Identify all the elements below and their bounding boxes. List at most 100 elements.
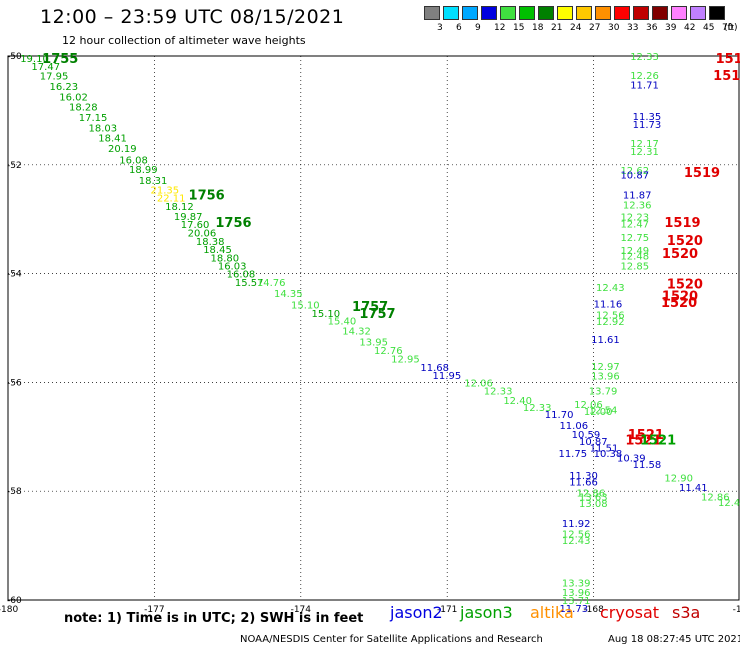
wave-height-label: 12.56: [562, 530, 591, 541]
track-time-label: 1520: [662, 247, 698, 262]
wave-height-label: 13.08: [579, 499, 608, 510]
lon-tick-label: -168: [583, 605, 604, 615]
colorbar-swatch-21: [538, 6, 554, 20]
wave-height-label: 17.15: [79, 113, 108, 124]
wave-height-label: 11.70: [545, 410, 574, 421]
track-time-label: 1521: [625, 434, 661, 449]
footer-timestamp: Aug 18 08:27:45 UTC 2021: [608, 634, 740, 645]
wave-height-label: 11.92: [562, 519, 591, 530]
wave-height-label: 12.48: [620, 252, 649, 263]
track-time-label: 1519: [684, 166, 720, 181]
wave-height-label: 18.03: [89, 123, 118, 134]
colorbar-label-9: 9: [475, 23, 481, 33]
colorbar-label-18: 18: [532, 23, 544, 33]
lon-tick-label: -171: [437, 605, 457, 615]
wave-height-label: 12.06: [464, 378, 493, 389]
wave-height-label: 12.90: [664, 474, 693, 485]
track-time-label: 1755: [42, 52, 78, 67]
wave-height-label: 10.59: [572, 430, 601, 441]
wave-height-label: 11.51: [590, 444, 619, 455]
wave-height-label: 11.68: [420, 363, 449, 374]
colorbar-swatch-18: [519, 6, 535, 20]
legend-altika: altika: [530, 603, 574, 622]
lon-tick-label: -180: [0, 605, 18, 615]
track-time-label: 1757: [359, 307, 395, 322]
legend-s3a: s3a: [672, 603, 701, 622]
wave-height-label: 12.97: [591, 362, 620, 373]
wave-height-label: 11.16: [594, 300, 623, 311]
wave-height-label: 17.95: [40, 72, 69, 83]
wave-height-label: 16.02: [59, 92, 88, 103]
map-frame: [7, 55, 740, 601]
wave-height-label: 12.33: [630, 52, 659, 63]
wave-height-label: 15.40: [328, 316, 357, 327]
wave-height-label: 11.87: [623, 191, 652, 202]
wave-height-label: 11.35: [633, 112, 662, 123]
lat-tick-label: -60: [7, 596, 22, 606]
wave-height-label: 12.75: [620, 233, 649, 244]
wave-height-label: 18.41: [98, 134, 127, 145]
lat-tick-label: -56: [7, 378, 22, 388]
wave-height-label: 12.06: [574, 400, 603, 411]
colorbar-label-15: 15: [513, 23, 525, 33]
colorbar-label-45: 45: [703, 23, 715, 33]
track-time-label: 1756: [215, 216, 251, 231]
track-time-label: 1520: [662, 289, 698, 304]
wave-height-label: 12.85: [620, 261, 649, 272]
wave-height-label: 12.86: [701, 493, 730, 504]
wave-height-label: 12.76: [374, 346, 403, 357]
wave-height-label: 18.45: [203, 245, 232, 256]
wave-height-label: 19.10: [20, 54, 49, 65]
colorbar-label-12: 12: [494, 23, 506, 33]
wave-height-label: 11.75: [558, 449, 587, 460]
colorbar-label-3: 3: [437, 23, 443, 33]
track-time-label: 1520: [667, 234, 703, 249]
colorbar-swatch-27: [576, 6, 592, 20]
wave-height-label: 11.73: [633, 120, 662, 131]
wave-height-label: 15.10: [291, 301, 320, 312]
wave-height-label: 12.33: [484, 387, 513, 398]
wave-height-label: 12.43: [562, 536, 591, 547]
wave-height-label: 12.62: [620, 166, 649, 177]
legend-jason3: jason3: [460, 603, 513, 622]
wave-height-label: 12.26: [630, 71, 659, 82]
wave-height-label: 12.31: [630, 147, 659, 158]
wave-height-label: 10.87: [579, 437, 608, 448]
wave-height-label: 14.32: [342, 327, 371, 338]
map-subtitle: 12 hour collection of altimeter wave hei…: [62, 34, 306, 47]
wave-height-label: 11.71: [630, 80, 659, 91]
wave-height-label: 12.00: [584, 407, 613, 418]
wave-height-label: 12.95: [391, 354, 420, 365]
colorbar-label-39: 39: [665, 23, 677, 33]
wave-height-label: 17.60: [181, 220, 210, 231]
track-time-label: 1756: [189, 189, 225, 204]
wave-height-label: 13.96: [562, 588, 591, 599]
colorbar-unit: (ft): [724, 23, 738, 33]
lon-tick-label: -174: [291, 605, 312, 615]
wave-height-label: 15.57: [235, 278, 264, 289]
track-time-label: 1519: [716, 52, 740, 67]
wave-height-label: 11.41: [679, 483, 708, 494]
colorbar-swatch-45: [690, 6, 706, 20]
track-time-label: 1521: [640, 434, 676, 449]
colorbar-swatch-39: [652, 6, 668, 20]
colorbar-swatch-30: [595, 6, 611, 20]
colorbar-label-33: 33: [627, 23, 639, 33]
wave-height-label: 13.96: [591, 371, 620, 382]
track-time-label: 1519: [664, 216, 700, 231]
track-time-label: 1757: [352, 300, 388, 315]
wave-height-label: 16.08: [119, 155, 148, 166]
colorbar-label-24: 24: [570, 23, 582, 33]
wave-height-label: 11.58: [633, 460, 662, 471]
colorbar-label-36: 36: [646, 23, 658, 33]
wave-height-label: 15.10: [312, 309, 341, 320]
lat-tick-label: -52: [7, 161, 22, 171]
wave-height-label: 12.54: [589, 406, 618, 417]
wave-height-label: 13.39: [562, 579, 591, 590]
colorbar-swatch-12: [481, 6, 497, 20]
wave-height-label: 12.23: [620, 212, 649, 223]
wave-height-label: 21.35: [150, 185, 179, 196]
colorbar-swatch-6: [443, 6, 459, 20]
